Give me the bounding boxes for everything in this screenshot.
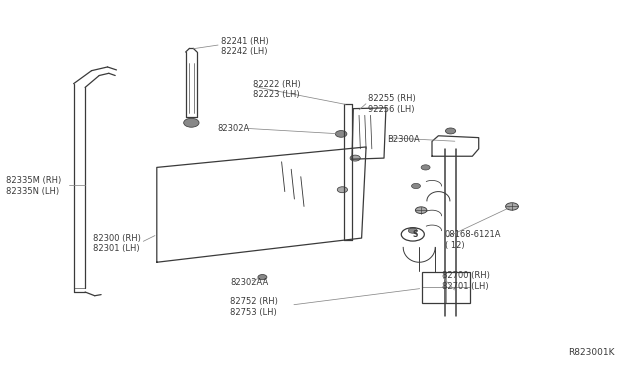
Text: 82335M (RH)
82335N (LH): 82335M (RH) 82335N (LH) [6,176,61,196]
Text: 82255 (RH)
92256 (LH): 82255 (RH) 92256 (LH) [368,94,416,114]
Text: R823001K: R823001K [568,348,614,357]
Text: 82700 (RH)
82701 (LH): 82700 (RH) 82701 (LH) [442,271,490,291]
Circle shape [445,128,456,134]
Circle shape [337,187,348,193]
Text: 08168-6121A
( 12): 08168-6121A ( 12) [445,230,501,250]
Circle shape [350,155,360,161]
Circle shape [415,207,427,214]
Circle shape [258,275,267,280]
Text: S: S [412,230,417,239]
Circle shape [408,228,417,233]
Text: 82241 (RH)
82242 (LH): 82241 (RH) 82242 (LH) [221,37,269,56]
Circle shape [506,203,518,210]
Text: 82222 (RH)
82223 (LH): 82222 (RH) 82223 (LH) [253,80,301,99]
Text: B2300A: B2300A [387,135,420,144]
Text: 82752 (RH)
82753 (LH): 82752 (RH) 82753 (LH) [230,297,278,317]
Circle shape [335,131,347,137]
Text: 82302A: 82302A [218,124,250,133]
Circle shape [412,183,420,189]
Text: 82300 (RH)
82301 (LH): 82300 (RH) 82301 (LH) [93,234,141,253]
Bar [422,272,470,303]
Circle shape [184,118,199,127]
Text: 82302AA: 82302AA [230,278,269,287]
Circle shape [421,165,430,170]
